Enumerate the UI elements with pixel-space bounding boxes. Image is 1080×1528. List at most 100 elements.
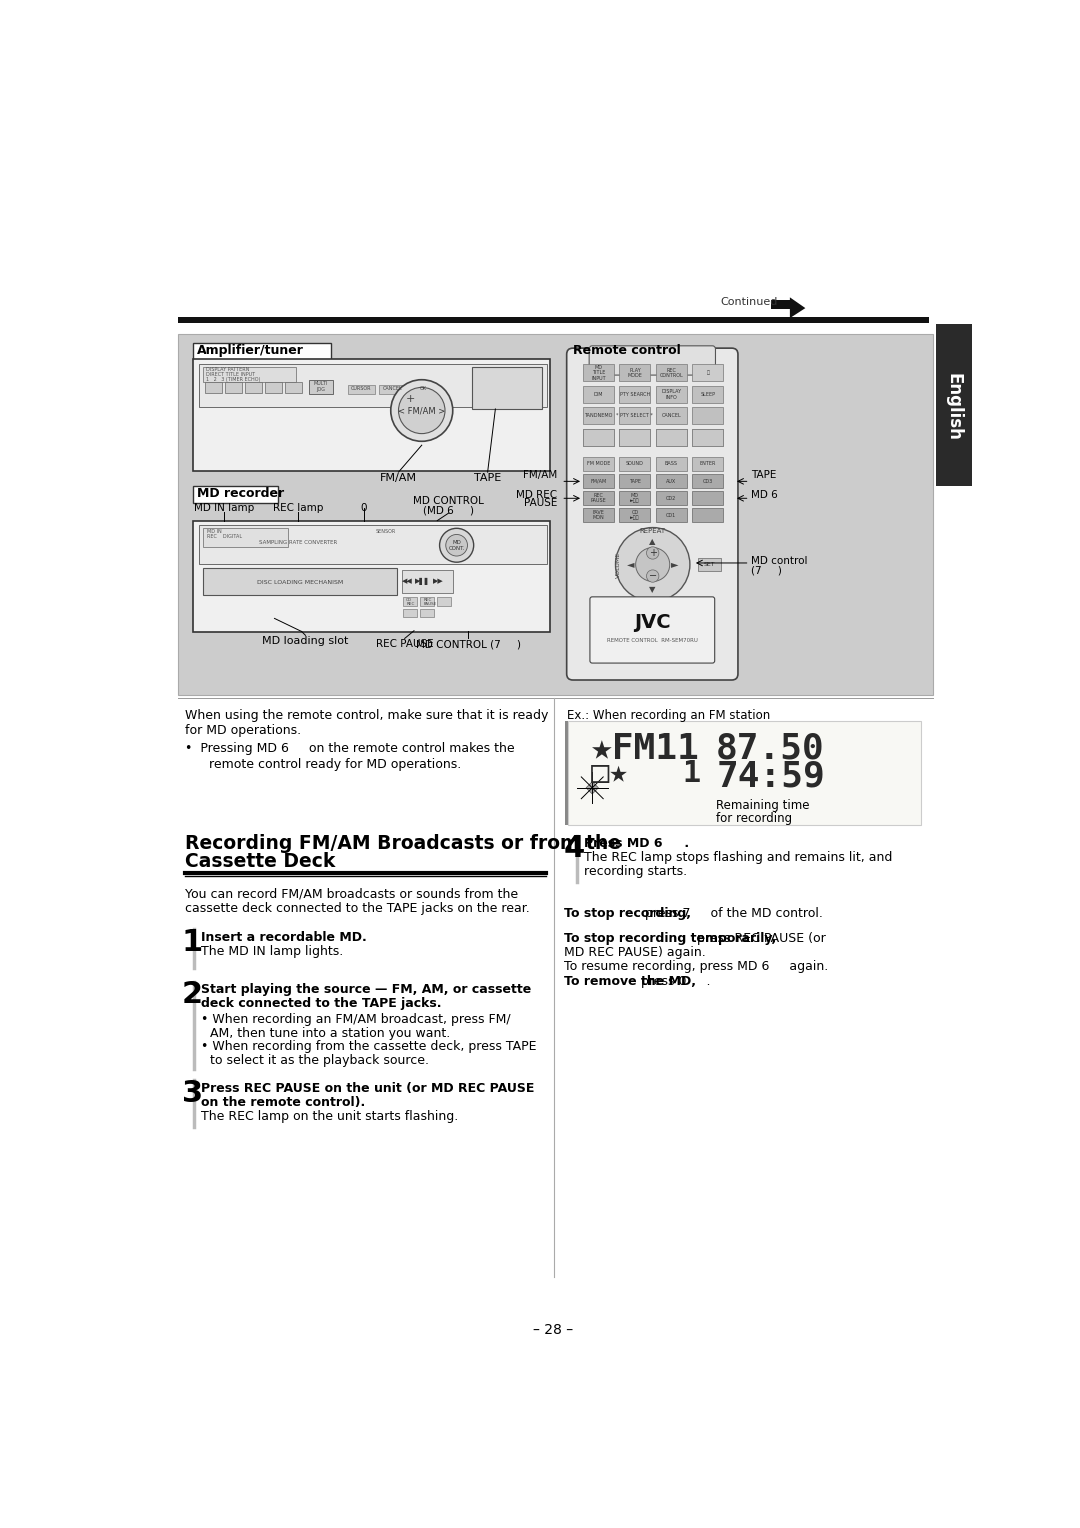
Bar	[403, 597, 417, 607]
Bar	[656, 429, 687, 446]
Bar	[656, 408, 687, 425]
Bar	[583, 457, 613, 471]
Text: MD
CONT.: MD CONT.	[448, 539, 464, 550]
Text: CANCEL: CANCEL	[661, 414, 681, 419]
Bar	[656, 387, 687, 403]
Text: 87.50: 87.50	[716, 732, 825, 766]
Bar	[770, 301, 789, 309]
Text: FM/AM: FM/AM	[523, 471, 557, 480]
Bar	[692, 429, 724, 446]
Bar	[583, 509, 613, 523]
Text: Continued: Continued	[720, 296, 778, 307]
Text: * PTY SELECT *: * PTY SELECT *	[617, 414, 653, 419]
Bar	[698, 558, 721, 570]
Bar	[619, 387, 650, 403]
Text: DISPLAY
INFO: DISPLAY INFO	[661, 390, 681, 399]
Text: ◄: ◄	[627, 559, 635, 570]
Bar	[656, 364, 687, 382]
Text: Ex.: When recording an FM station: Ex.: When recording an FM station	[567, 709, 771, 721]
Bar	[245, 382, 262, 393]
FancyBboxPatch shape	[590, 597, 715, 663]
Text: Start playing the source — FM, AM, or cassette: Start playing the source — FM, AM, or ca…	[201, 984, 531, 996]
Text: Remaining time: Remaining time	[716, 799, 810, 813]
Bar	[177, 333, 933, 695]
Bar	[619, 429, 650, 446]
Text: To resume recording, press MD 6     again.: To resume recording, press MD 6 again.	[564, 960, 828, 972]
Bar	[619, 457, 650, 471]
Bar	[583, 408, 613, 425]
Bar	[565, 721, 568, 825]
Bar	[935, 324, 972, 486]
Bar	[619, 364, 650, 382]
Text: MD recorder: MD recorder	[197, 487, 284, 500]
Bar	[266, 382, 282, 393]
Text: MD loading slot: MD loading slot	[262, 636, 349, 646]
Circle shape	[446, 535, 468, 556]
Text: ►: ►	[671, 559, 678, 570]
Text: ▲: ▲	[649, 536, 656, 545]
Text: FM/AM: FM/AM	[380, 472, 417, 483]
Text: cassette deck connected to the TAPE jacks on the rear.: cassette deck connected to the TAPE jack…	[186, 902, 530, 915]
Text: DIRECT TITLE INPUT: DIRECT TITLE INPUT	[206, 371, 256, 377]
Bar	[619, 474, 650, 489]
Text: DISC LOADING MECHANISM: DISC LOADING MECHANISM	[257, 579, 343, 585]
Bar	[656, 474, 687, 489]
Text: 1   2   3 (TIMER ECHO): 1 2 3 (TIMER ECHO)	[206, 377, 260, 382]
Text: Amplifier/tuner: Amplifier/tuner	[197, 344, 303, 356]
Polygon shape	[586, 782, 598, 795]
Text: To stop recording,: To stop recording,	[564, 908, 690, 920]
Bar	[692, 474, 724, 489]
Text: MD 6: MD 6	[751, 490, 778, 500]
Text: Cassette Deck: Cassette Deck	[186, 853, 336, 871]
Text: on the remote control).: on the remote control).	[201, 1096, 365, 1109]
Text: Remote control: Remote control	[572, 344, 680, 356]
Text: MD
►⏮⏭: MD ►⏮⏭	[630, 494, 639, 504]
Text: −: −	[649, 571, 657, 581]
Circle shape	[647, 547, 659, 559]
FancyBboxPatch shape	[590, 345, 715, 374]
Bar	[205, 382, 221, 393]
Text: ▶▶: ▶▶	[433, 579, 444, 584]
Text: CD1: CD1	[666, 513, 676, 518]
Bar	[619, 492, 650, 506]
Text: ▼: ▼	[649, 585, 656, 594]
Text: REC
CONTROL: REC CONTROL	[660, 368, 684, 377]
Bar	[203, 367, 296, 382]
Text: 3: 3	[181, 1079, 203, 1108]
Text: 2: 2	[181, 981, 203, 1010]
Text: CD
►⏮⏭: CD ►⏮⏭	[630, 510, 639, 521]
Text: The MD IN lamp lights.: The MD IN lamp lights.	[201, 944, 343, 958]
Text: < FM/AM >: < FM/AM >	[399, 406, 445, 416]
Text: CD
REC: CD REC	[406, 597, 415, 607]
Text: for MD operations.: for MD operations.	[186, 724, 301, 736]
Text: 74:59: 74:59	[716, 759, 825, 793]
Bar	[193, 342, 332, 359]
Text: – 28 –: – 28 –	[534, 1323, 573, 1337]
Text: DISPLAY PATTERN: DISPLAY PATTERN	[206, 367, 249, 373]
Text: REC
PAUSE: REC PAUSE	[423, 597, 436, 607]
Text: REC    DIGITAL: REC DIGITAL	[207, 533, 242, 539]
Circle shape	[616, 527, 690, 602]
Bar	[403, 570, 453, 593]
Text: AUX: AUX	[666, 478, 676, 484]
Text: PLAY
MODE: PLAY MODE	[627, 368, 643, 377]
Text: TAPE: TAPE	[629, 478, 640, 484]
Bar	[420, 610, 434, 617]
Bar	[656, 492, 687, 506]
Text: MD CONTROL (7     ): MD CONTROL (7 )	[416, 639, 521, 649]
Text: You can record FM/AM broadcasts or sounds from the: You can record FM/AM broadcasts or sound…	[186, 888, 518, 902]
Text: REC PAUSE: REC PAUSE	[376, 639, 433, 649]
Text: for recording: for recording	[716, 811, 793, 825]
Text: SLEEP: SLEEP	[700, 391, 715, 397]
Text: MD
TITLE
INPUT: MD TITLE INPUT	[591, 365, 606, 380]
Bar	[656, 457, 687, 471]
Bar	[199, 364, 548, 406]
Text: FM/AM: FM/AM	[591, 478, 607, 484]
Bar	[619, 509, 650, 523]
Bar	[193, 359, 550, 471]
Text: +: +	[405, 394, 415, 403]
Bar	[193, 521, 550, 633]
Text: 1: 1	[181, 927, 203, 957]
Text: MD REC PAUSE) again.: MD REC PAUSE) again.	[564, 946, 705, 958]
Text: ENTER: ENTER	[700, 461, 716, 466]
